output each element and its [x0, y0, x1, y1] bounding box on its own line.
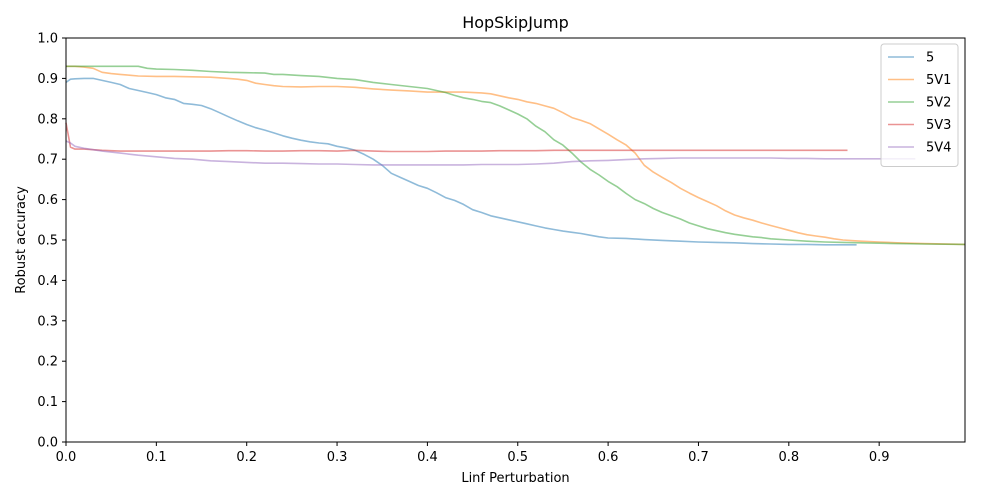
series-line-5v2 — [66, 65, 966, 246]
x-tick-label: 0.7 — [688, 450, 709, 465]
y-tick-label: 0.3 — [37, 314, 58, 329]
x-tick-label: 0.8 — [778, 450, 799, 465]
x-tick-label: 0.3 — [327, 450, 348, 465]
y-tick-label: 0.4 — [37, 274, 58, 289]
y-tick-label: 0.2 — [37, 355, 58, 370]
y-tick-label: 0.9 — [37, 72, 58, 87]
legend-label: 5V4 — [926, 141, 951, 156]
y-tick-label: 0.8 — [37, 112, 58, 127]
y-tick-label: 0.7 — [37, 153, 58, 168]
chart-title: HopSkipJump — [462, 13, 569, 32]
series-line-5v4 — [65, 140, 916, 166]
x-axis-label: Linf Perturbation — [461, 471, 569, 486]
series-line-5v1 — [66, 65, 966, 246]
x-tick-label: 0.4 — [417, 450, 438, 465]
y-tick-label: 0.1 — [37, 395, 58, 410]
legend-box — [880, 43, 959, 167]
y-tick-label: 0.6 — [37, 193, 58, 208]
legend-label: 5V3 — [926, 118, 951, 133]
y-axis-label: Robust accuracy — [14, 186, 29, 294]
legend-label: 5V1 — [926, 73, 951, 88]
series-line-5v3 — [65, 122, 848, 153]
y-axis-ticks: 0.0 0.1 0.2 0.3 0.4 0.5 0.6 0.7 0.8 0.9 1.0 — [37, 32, 66, 451]
legend: 5 5V1 5V2 5V3 5V4 — [880, 43, 959, 167]
x-tick-label: 0.9 — [869, 450, 890, 465]
x-tick-label: 0.1 — [146, 450, 167, 465]
legend-label: 5 — [926, 51, 934, 66]
y-tick-label: 0.0 — [37, 436, 58, 451]
legend-label: 5V2 — [926, 96, 951, 111]
x-tick-label: 0.0 — [56, 450, 77, 465]
series-line-5 — [65, 77, 857, 246]
x-tick-label: 0.5 — [507, 450, 528, 465]
y-tick-label: 0.5 — [37, 234, 58, 249]
x-tick-label: 0.2 — [236, 450, 257, 465]
x-tick-label: 0.6 — [598, 450, 619, 465]
y-tick-label: 1.0 — [37, 32, 58, 47]
series-layer — [65, 65, 966, 246]
x-axis-ticks: 0.0 0.1 0.2 0.3 0.4 0.5 0.6 0.7 0.8 0.9 — [56, 442, 890, 465]
